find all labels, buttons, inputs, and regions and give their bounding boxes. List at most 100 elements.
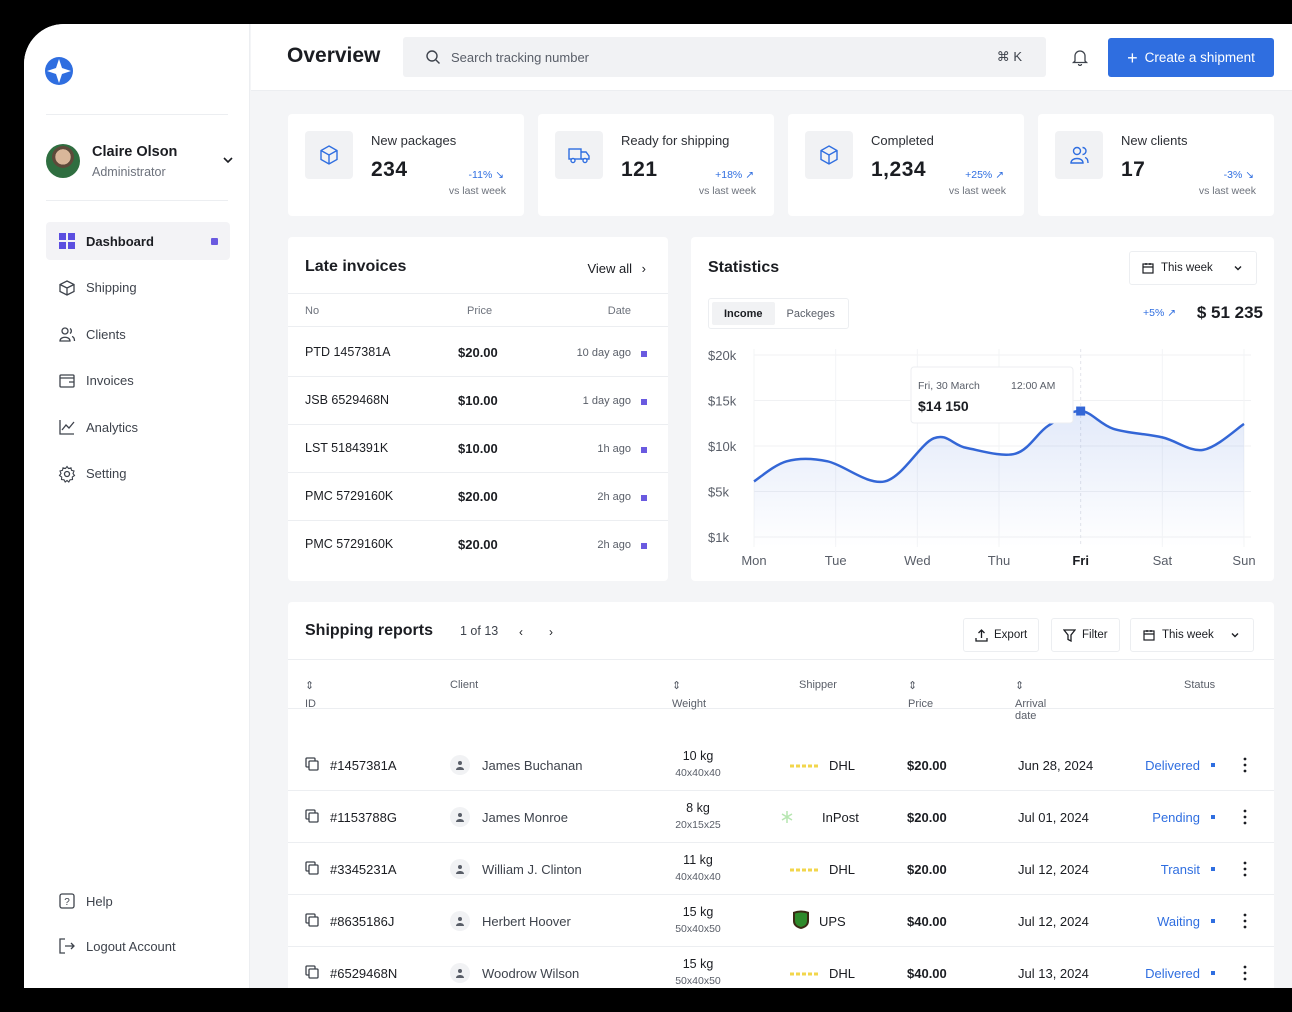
filter-icon [1063, 628, 1076, 642]
table-row[interactable]: #3345231A William J. Clinton 11 kg 40x40… [288, 843, 1274, 895]
sidebar-item-setting[interactable]: Setting [46, 455, 230, 493]
sidebar-item-help[interactable]: ? Help [46, 882, 230, 920]
table-row[interactable]: PTD 1457381A $20.00 10 day ago [288, 329, 668, 377]
more-vertical-icon[interactable] [1238, 808, 1252, 826]
late-invoices-card: Late invoices View all › No Price Date P… [288, 237, 668, 581]
view-all-link[interactable]: View all › [587, 261, 646, 276]
bell-icon[interactable] [1071, 48, 1089, 66]
active-indicator [211, 237, 218, 245]
stat-label: New packages [371, 133, 457, 148]
divider [46, 200, 228, 201]
statistics-card: Statistics This week Income Packeges +5%… [691, 237, 1274, 581]
chart-line [753, 409, 1245, 484]
copy-icon[interactable] [305, 965, 319, 979]
weight-cell: 11 kg 40x40x40 [658, 853, 738, 883]
wallet-icon [59, 373, 75, 388]
more-vertical-icon[interactable] [1238, 964, 1252, 982]
column-header[interactable]: Price ⇕ [908, 680, 934, 710]
income-chart: $20k $15k $10k $5k $1k Mon Tue Wed Thu Fri Sat Sun… [708, 348, 1256, 568]
chart-highlight-point[interactable] [1076, 406, 1086, 416]
arrival-date: Jul 12, 2024 [1018, 862, 1089, 877]
more-vertical-icon[interactable] [1238, 756, 1252, 774]
invoice-date: 10 day ago [576, 347, 631, 359]
chart-line-icon [59, 420, 75, 435]
copy-icon[interactable] [305, 913, 319, 927]
invoice-number: PTD 1457381A [305, 345, 391, 359]
table-row[interactable]: #6529468N Woodrow Wilson 15 kg 50x40x50 … [288, 947, 1274, 988]
column-header: Client [450, 679, 479, 691]
sidebar-item-shipping[interactable]: Shipping [46, 269, 230, 307]
sidebar-item-invoices[interactable]: Invoices [46, 362, 230, 400]
period-label: This week [1162, 629, 1214, 641]
column-header: Price [467, 305, 493, 317]
column-header[interactable]: ID ⇕ [305, 680, 316, 710]
period-select[interactable]: This week [1130, 618, 1254, 652]
weight-value: 15 kg [682, 957, 714, 971]
sidebar-bottom-nav: ? Help Logout Account [46, 882, 230, 972]
sidebar-item-analytics[interactable]: Analytics [46, 408, 230, 446]
divider [46, 114, 228, 115]
stats-total: $ 51 235 [1196, 303, 1263, 322]
calendar-icon [1142, 263, 1154, 274]
cube-icon [805, 131, 853, 179]
arrival-date: Jul 01, 2024 [1018, 810, 1089, 825]
price: $40.00 [907, 914, 947, 929]
next-page-button[interactable]: › [549, 625, 553, 639]
search-input[interactable]: Search tracking number ⌘ K [403, 37, 1046, 77]
create-shipment-button[interactable]: + Create a shipment [1108, 38, 1274, 77]
export-button[interactable]: Export [963, 618, 1040, 652]
sidebar-item-label: Dashboard [86, 233, 154, 249]
upload-icon [975, 628, 988, 642]
column-header[interactable]: Arrival date ⇕ [1015, 680, 1047, 722]
column-header[interactable]: Weight ⇕ [672, 680, 707, 710]
card-title: Statistics [708, 259, 780, 276]
user-profile[interactable]: Claire Olson Administrator [46, 136, 236, 186]
more-vertical-icon[interactable] [1238, 912, 1252, 930]
invoice-number: JSB 6529468N [305, 393, 390, 407]
prev-page-button[interactable]: ‹ [519, 625, 523, 639]
stats-delta: +5% ↗ [1143, 307, 1177, 319]
tab-packages[interactable]: Packeges [786, 307, 835, 320]
chevron-down-icon [1234, 266, 1242, 271]
table-row[interactable]: PMC 5729160K $20.00 2h ago [288, 473, 668, 521]
sidebar-item-clients[interactable]: Clients [46, 315, 230, 353]
more-vertical-icon[interactable] [1238, 860, 1252, 878]
client-name: James Monroe [482, 810, 568, 825]
table-row[interactable]: PMC 5729160K $20.00 2h ago [288, 521, 668, 569]
sidebar-item-logout[interactable]: Logout Account [46, 927, 230, 965]
copy-icon[interactable] [305, 809, 319, 823]
table-row[interactable]: LST 5184391K $10.00 1h ago [288, 425, 668, 473]
tab-income[interactable]: Income [712, 302, 775, 325]
x-tick-label: Mon [741, 553, 766, 568]
weight-cell: 15 kg 50x40x50 [658, 905, 738, 935]
invoice-price: $20.00 [458, 489, 498, 504]
tooltip-time: 12:00 AM [1011, 380, 1055, 392]
shipment-id: #3345231A [330, 862, 397, 877]
user-name: Claire Olson [92, 143, 178, 160]
weight-cell: 15 kg 50x40x50 [658, 957, 738, 987]
table-row[interactable]: JSB 6529468N $10.00 1 day ago [288, 377, 668, 425]
truck-icon [555, 131, 603, 179]
stat-card-ready-for-shipping: Ready for shipping 121 +18% ↗ vs last we… [538, 114, 774, 216]
search-icon [426, 50, 440, 64]
weight-cell: 8 kg 20x15x25 [658, 801, 738, 831]
cube-icon [305, 131, 353, 179]
invoice-price: $10.00 [458, 393, 498, 408]
help-icon: ? [59, 893, 75, 909]
table-row[interactable]: #8635186J Herbert Hoover 15 kg 50x40x50 … [288, 895, 1274, 947]
price: $20.00 [907, 862, 947, 877]
period-select[interactable]: This week [1129, 251, 1257, 285]
weight-cell: 10 kg 40x40x40 [658, 749, 738, 779]
view-all-label: View all [587, 261, 633, 276]
pagination-label: 1 of 13 [460, 624, 499, 638]
app-logo-icon[interactable] [44, 56, 74, 86]
copy-icon[interactable] [305, 861, 319, 875]
filter-button[interactable]: Filter [1051, 618, 1120, 652]
chevron-down-icon[interactable] [220, 152, 236, 168]
table-row[interactable]: #1457381A James Buchanan 10 kg 40x40x40 … [288, 739, 1274, 791]
sidebar-item-dashboard[interactable]: Dashboard [46, 222, 230, 260]
copy-icon[interactable] [305, 757, 319, 771]
client-name: Woodrow Wilson [482, 966, 580, 981]
table-row[interactable]: #1153788G James Monroe 8 kg 20x15x25 InP… [288, 791, 1274, 843]
invoice-date: 2h ago [597, 491, 631, 503]
